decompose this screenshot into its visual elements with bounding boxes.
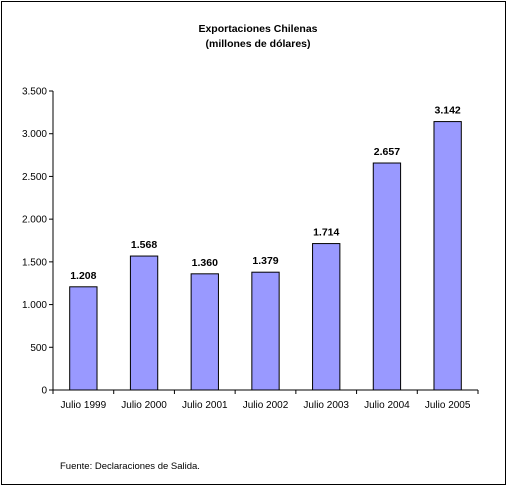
bar-value-label: 1.568 — [131, 239, 157, 251]
bar — [312, 243, 341, 391]
bar — [251, 271, 280, 391]
source-note: Fuente: Declaraciones de Salida. — [60, 461, 200, 472]
y-tick-label: 0 — [41, 386, 47, 397]
bar — [129, 255, 159, 391]
y-axis-ticks: 0 500 1.000 1.500 2.000 2.500 3.000 3.500 — [22, 87, 53, 397]
chart-title: Exportaciones Chilenas — [198, 23, 317, 35]
bar — [433, 121, 462, 391]
bar — [69, 286, 98, 391]
y-tick-label: 1.500 — [22, 257, 47, 268]
bar-value-label: 2.657 — [374, 146, 400, 158]
x-tick-label: Julio 2001 — [182, 400, 228, 411]
y-tick-label: 3.500 — [22, 87, 47, 98]
y-tick-label: 2.500 — [22, 172, 47, 183]
x-axis-ticks: Julio 1999 Julio 2000 Julio 2001 Julio 2002… — [52, 390, 479, 411]
bar — [190, 273, 219, 391]
bar-value-label: 1.208 — [70, 270, 96, 282]
bar-value-label: 1.360 — [192, 257, 218, 269]
x-tick-label: Julio 1999 — [61, 400, 107, 411]
x-tick-label: Julio 2004 — [364, 400, 410, 411]
bar-value-label: 1.714 — [313, 227, 339, 239]
y-tick-label: 1.000 — [22, 300, 47, 311]
y-tick-label: 3.000 — [22, 129, 47, 140]
x-tick-label: Julio 2005 — [425, 400, 471, 411]
x-tick-label: Julio 2002 — [243, 400, 289, 411]
x-tick-label: Julio 2000 — [121, 400, 167, 411]
x-tick-label: Julio 2003 — [303, 400, 349, 411]
bar-value-label: 1.379 — [252, 255, 278, 267]
bar-value-label: 3.142 — [435, 105, 461, 117]
chart-subtitle: (millones de dólares) — [205, 38, 310, 50]
y-tick-label: 500 — [30, 343, 47, 354]
y-tick-label: 2.000 — [22, 215, 47, 226]
bar — [372, 162, 402, 391]
bars: 1.208 1.568 1.360 1.379 1.714 2.657 3.142 — [69, 105, 462, 391]
